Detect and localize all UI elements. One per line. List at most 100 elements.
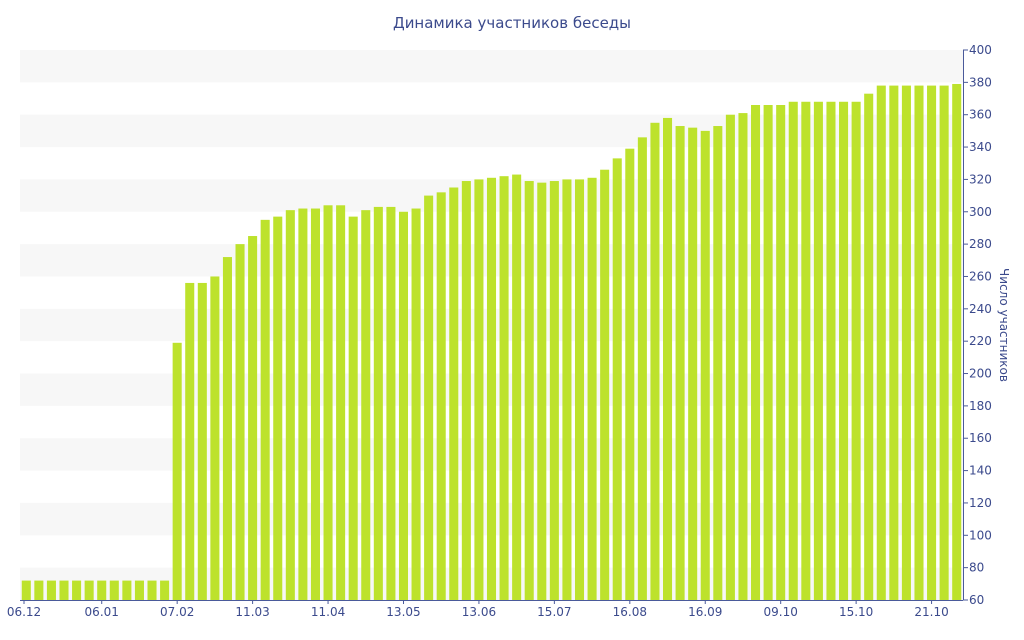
bar [839, 101, 849, 600]
y-tick-label: 280 [969, 237, 992, 251]
bar [235, 244, 245, 600]
bar [172, 342, 182, 600]
bar [574, 179, 585, 600]
bar [461, 181, 471, 600]
y-tick-label: 240 [969, 302, 992, 316]
bar [273, 216, 283, 600]
bar [386, 206, 396, 600]
grid-band [20, 50, 963, 83]
bar [524, 181, 534, 600]
x-tick-label: 16.09 [688, 605, 722, 619]
bar [939, 85, 949, 601]
y-tick-label: 200 [969, 367, 992, 381]
bar [562, 179, 572, 600]
y-tick-label: 80 [969, 561, 984, 575]
y-tick-label: 60 [969, 593, 984, 607]
bar [474, 179, 484, 600]
bar [751, 105, 761, 600]
bar [449, 187, 459, 600]
bar [927, 85, 937, 601]
y-tick-label: 100 [969, 528, 992, 542]
bar [222, 257, 232, 600]
bar [134, 580, 144, 600]
y-tick-label: 400 [969, 43, 992, 57]
bar [625, 148, 635, 600]
y-tick-label: 380 [969, 75, 992, 89]
bar [436, 192, 446, 600]
bar [663, 117, 673, 600]
bar [537, 182, 547, 600]
bar [59, 580, 69, 600]
bar [323, 205, 333, 601]
bar [398, 211, 409, 600]
x-tick-label: 11.03 [235, 605, 269, 619]
bar [637, 137, 647, 600]
bar [34, 580, 44, 600]
x-tick-label: 15.10 [839, 605, 873, 619]
bar [725, 114, 735, 601]
bar [122, 580, 132, 600]
bar [776, 105, 786, 600]
y-tick-label: 180 [969, 399, 992, 413]
x-axis-ticks: 06.12 06.01 07.02 11.03 11.04 13.05 13.06 15.07… [7, 600, 949, 619]
bar [600, 169, 610, 600]
bar [801, 101, 811, 600]
bar [310, 208, 320, 600]
bar [411, 208, 421, 600]
bar [109, 580, 119, 600]
bar [826, 101, 836, 600]
bar [952, 83, 962, 601]
x-tick-label: 13.05 [386, 605, 420, 619]
y-tick-label: 260 [969, 269, 992, 283]
bar [84, 580, 94, 600]
bar [486, 177, 497, 601]
bar [612, 158, 622, 600]
bar [763, 105, 773, 600]
x-tick-label: 09.10 [764, 605, 798, 619]
y-tick-label: 300 [969, 205, 992, 219]
bar [650, 122, 660, 600]
bar [72, 580, 82, 600]
bar [914, 85, 924, 601]
bar [738, 113, 748, 600]
chart-title: Динамика участников беседы [393, 14, 631, 32]
bar [549, 181, 559, 600]
y-axis-label: Число участников [997, 268, 1011, 382]
bar [248, 236, 258, 600]
y-tick-label: 320 [969, 172, 992, 186]
bar [46, 580, 56, 600]
y-axis-ticks: 60 80 100 120 140 160 180 200 220 240 260 280 300 320… [963, 43, 992, 607]
bar [713, 126, 723, 600]
bar [700, 130, 710, 600]
bar [901, 85, 911, 601]
x-tick-label: 06.01 [85, 605, 119, 619]
bar [197, 282, 207, 600]
bar [21, 580, 31, 600]
bar [788, 101, 798, 600]
bar [210, 276, 220, 600]
x-tick-label: 07.02 [160, 605, 194, 619]
bar [147, 580, 157, 600]
x-tick-label: 06.12 [7, 605, 41, 619]
bar [499, 176, 509, 600]
bar [851, 101, 861, 600]
bar [361, 210, 371, 600]
bar [336, 205, 346, 601]
bar [889, 85, 899, 601]
y-tick-label: 340 [969, 140, 992, 154]
x-tick-label: 13.06 [462, 605, 496, 619]
bar [813, 101, 823, 600]
bar [512, 174, 522, 600]
y-tick-label: 360 [969, 108, 992, 122]
x-tick-label: 21.10 [914, 605, 948, 619]
bar [260, 219, 270, 600]
bar [348, 216, 358, 600]
bar [298, 208, 308, 600]
bar [675, 126, 685, 600]
x-tick-label: 16.08 [613, 605, 647, 619]
bar [876, 85, 886, 601]
bar [285, 210, 295, 600]
bar [185, 282, 195, 600]
x-tick-label: 15.07 [537, 605, 571, 619]
